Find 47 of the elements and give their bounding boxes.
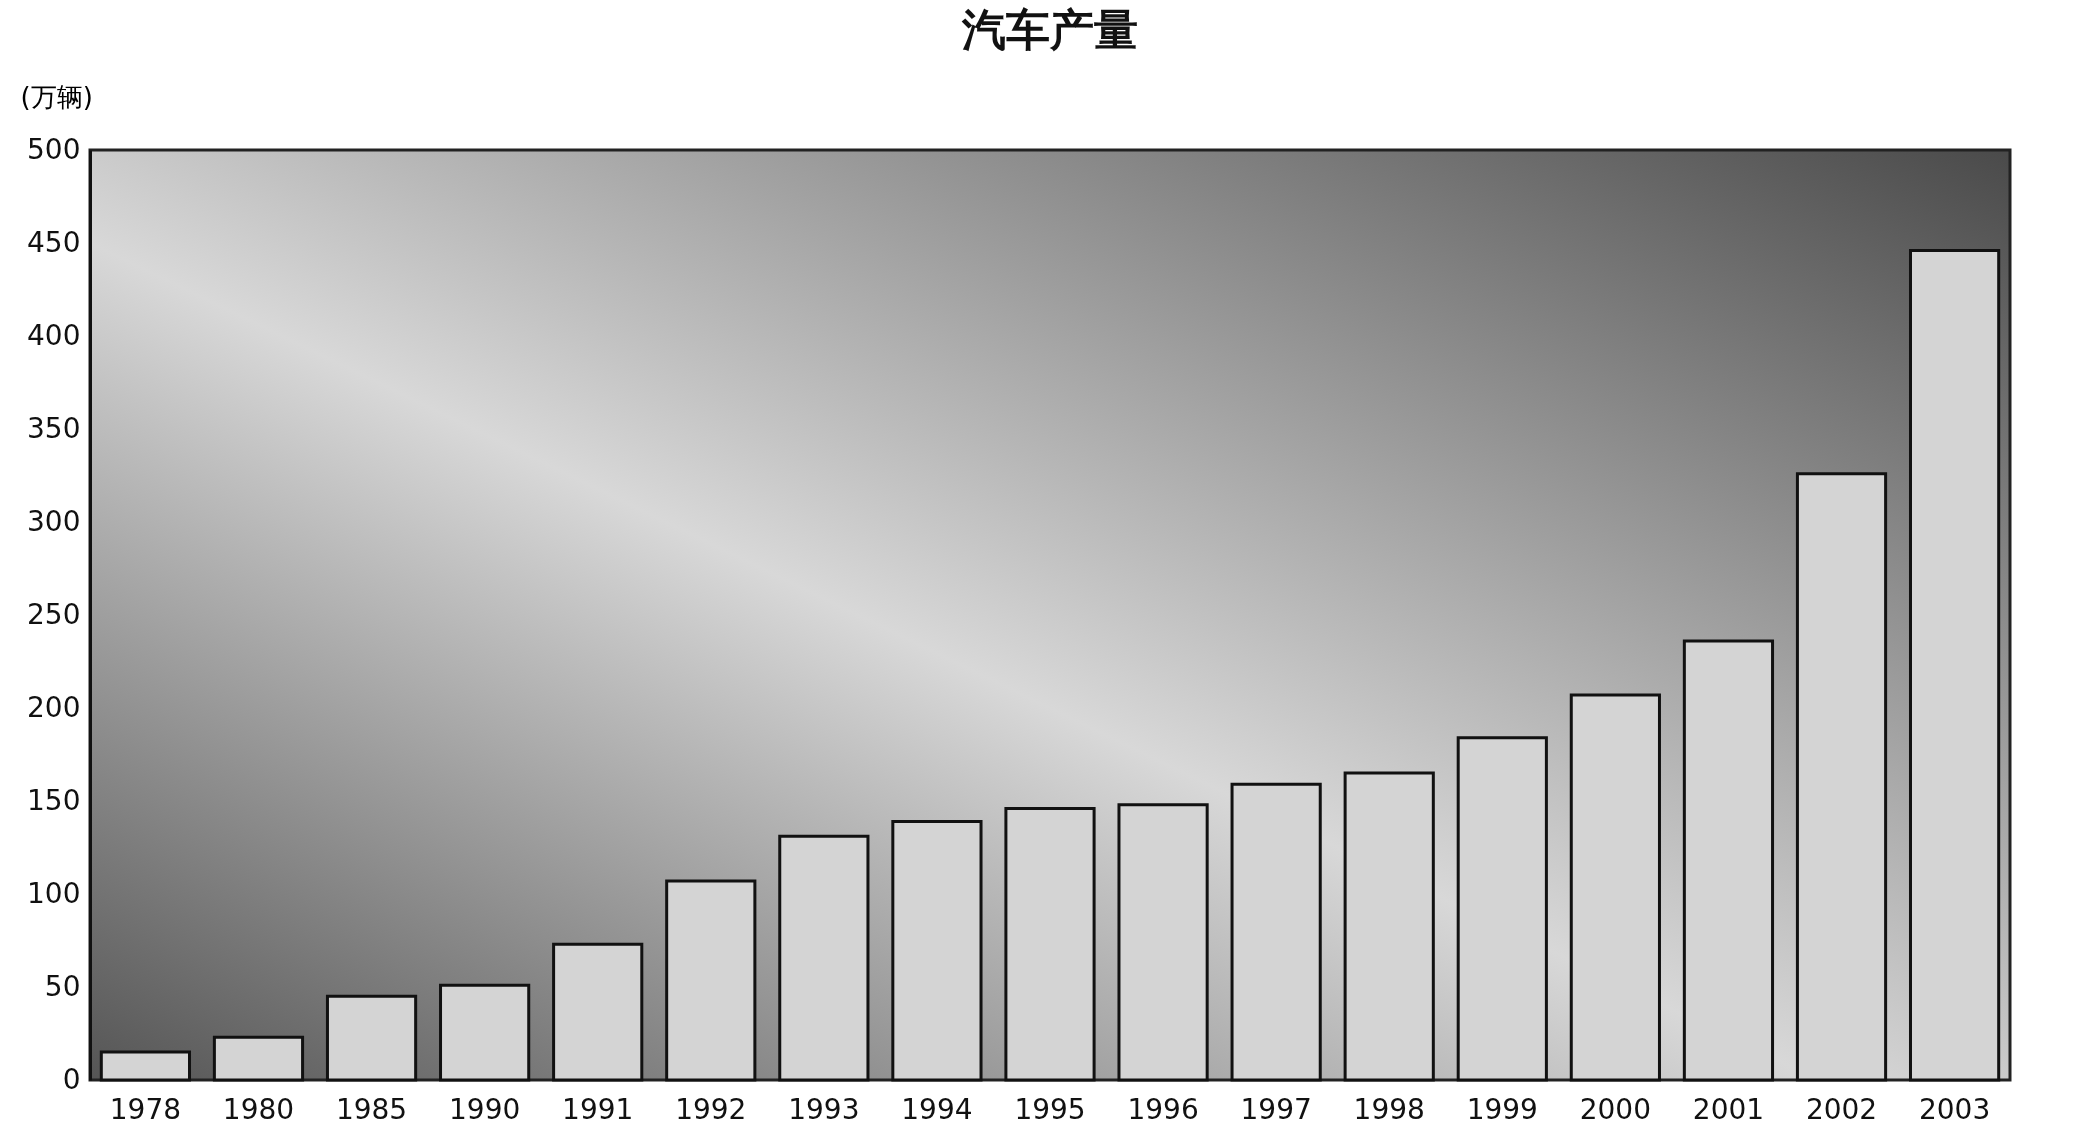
bar xyxy=(1456,736,1548,1082)
x-tick-label: 1993 xyxy=(788,1092,860,1126)
bar xyxy=(1004,806,1096,1082)
bar xyxy=(99,1050,192,1082)
y-axis-title: (万辆) xyxy=(20,81,93,112)
y-tick-label: 50 xyxy=(44,969,81,1003)
x-tick-label: 1992 xyxy=(675,1092,747,1126)
bar xyxy=(1682,639,1775,1082)
bar xyxy=(1343,771,1435,1082)
x-tick-label: 1994 xyxy=(901,1092,973,1126)
y-tick-label: 500 xyxy=(27,132,81,166)
bar xyxy=(778,834,870,1082)
x-tick-label: 1991 xyxy=(562,1092,634,1126)
bar xyxy=(439,983,531,1082)
bar xyxy=(1569,693,1661,1082)
x-tick-label: 1990 xyxy=(449,1092,521,1126)
x-tick-label: 1995 xyxy=(1014,1092,1086,1126)
x-tick-label: 2000 xyxy=(1579,1092,1651,1126)
x-tick-label: 1996 xyxy=(1127,1092,1199,1126)
chart-title: 汽车产量 xyxy=(961,4,1138,55)
x-tick-label: 1998 xyxy=(1353,1092,1425,1126)
y-tick-label: 250 xyxy=(27,597,81,631)
x-tick-label: 2002 xyxy=(1805,1092,1878,1126)
bar xyxy=(1908,248,2001,1082)
x-tick-label: 1999 xyxy=(1466,1092,1538,1126)
x-tick-label: 1980 xyxy=(222,1092,295,1126)
bar xyxy=(1230,782,1322,1082)
y-tick-label: 150 xyxy=(27,783,81,817)
y-tick-label: 200 xyxy=(27,690,81,724)
y-tick-label: 350 xyxy=(27,411,81,445)
bar xyxy=(1795,472,1888,1082)
x-tick-label: 1985 xyxy=(335,1092,408,1126)
bar xyxy=(325,994,418,1082)
y-tick-label: 400 xyxy=(27,318,81,352)
y-tick-label: 0 xyxy=(62,1062,81,1096)
y-tick-label: 450 xyxy=(27,225,81,259)
x-tick-label: 1978 xyxy=(109,1092,182,1126)
bar xyxy=(665,879,757,1082)
bar xyxy=(891,819,983,1082)
y-tick-label: 300 xyxy=(27,504,81,538)
bar xyxy=(1117,803,1209,1082)
bar xyxy=(552,942,644,1082)
bar xyxy=(212,1035,305,1082)
x-tick-label: 2001 xyxy=(1692,1092,1765,1126)
y-tick-label: 100 xyxy=(27,876,81,910)
x-tick-label: 2003 xyxy=(1918,1092,1991,1126)
x-tick-label: 1997 xyxy=(1240,1092,1312,1126)
